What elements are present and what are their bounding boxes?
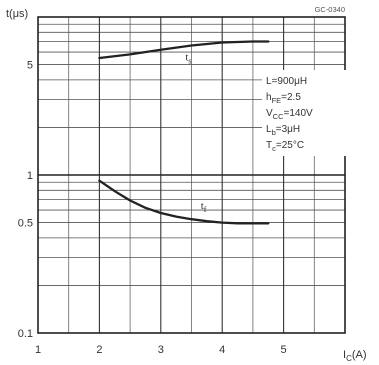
x-tick-label: 2 [96,344,102,356]
series-curve-t_s [98,40,270,60]
figure-reference: GC-0340 [315,5,345,14]
grid-major [38,17,345,333]
y-tick-label: 1 [27,170,33,182]
x-tick-label: 3 [158,344,164,356]
x-tick-label: 4 [219,344,225,356]
condition-line: Lb=3μH [266,124,300,137]
x-axis-title: IC(A) [343,349,367,363]
x-tick-label: 1 [35,344,41,356]
condition-line: Tc=25°C [266,140,304,153]
x-tick-label: 5 [281,344,287,356]
condition-line: VCC=140V [266,108,313,121]
series-layer: ts tf [98,40,270,225]
y-tick-label: 0.1 [18,328,33,340]
grid-minor [38,17,345,333]
conditions-box: L=900μH hFE=2.5 VCC=140V Lb=3μH Tc=25°C [262,70,346,156]
y-tick-label: 5 [27,60,33,72]
series-label-t_f: tf [201,200,207,214]
tick-layer: 1 2 3 4 5 0.1 0.5 1 5 [18,60,287,356]
y-axis-title: t(μs) [6,8,28,20]
y-tick-label: 0.5 [18,218,33,230]
plot-frame [37,16,346,334]
series-label-t_s: ts [185,52,191,66]
condition-line: L=900μH [266,76,307,87]
condition-line: hFE=2.5 [266,92,301,105]
series-curve-t_f [98,179,270,225]
